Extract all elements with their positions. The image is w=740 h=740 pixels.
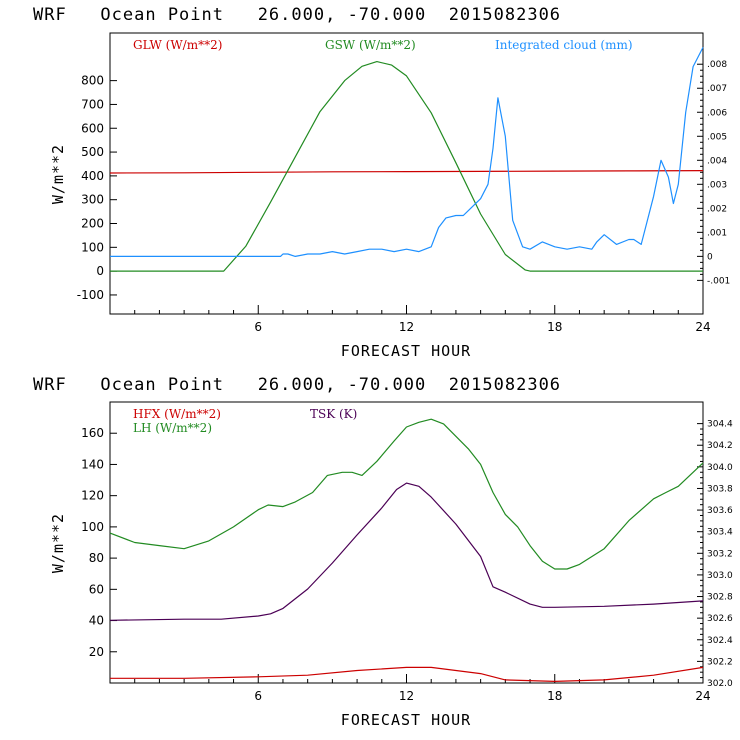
y2-tick-label: 303.8 xyxy=(707,484,733,494)
x-tick-label: 12 xyxy=(399,320,414,334)
bottom-y-axis: 20 40 60 80 100 120 140 160 xyxy=(81,426,117,659)
y2-tick-label: .004 xyxy=(707,156,727,166)
y-tick-label: 100 xyxy=(81,240,104,254)
y2-tick-label: 303.0 xyxy=(707,571,733,581)
y2-tick-label: .008 xyxy=(707,60,727,70)
y-tick-label: 120 xyxy=(81,489,104,503)
x-tick-label: 18 xyxy=(547,320,562,334)
x-tick-label: 12 xyxy=(399,689,414,703)
top-chart-panel: WRF Ocean Point 26.000, -70.000 20150823… xyxy=(33,5,730,360)
top-series-group xyxy=(109,47,704,272)
y2-tick-label: 302.4 xyxy=(707,636,733,646)
y-tick-label: 700 xyxy=(81,97,104,111)
top-x-axis: 6 12 18 24 xyxy=(134,305,711,334)
y-tick-label: 200 xyxy=(81,217,104,231)
y-tick-label: 160 xyxy=(81,426,104,440)
y-tick-label: 0 xyxy=(96,264,104,278)
series-line-lh xyxy=(109,418,704,570)
top-y-axis: -100 0 100 200 300 400 500 600 700 800 xyxy=(77,74,117,302)
y2-tick-label: -.001 xyxy=(707,276,730,286)
legend-lh: LH (W/m**2) xyxy=(133,421,212,435)
top-plot-frame xyxy=(109,32,704,315)
legend-integrated-cloud: Integrated cloud (mm) xyxy=(495,38,633,52)
series-line-gsw xyxy=(110,60,703,272)
x-tick-label: 6 xyxy=(254,689,262,703)
y2-tick-label: 303.6 xyxy=(707,506,733,516)
y2-tick-label: 303.2 xyxy=(707,549,733,559)
y2-tick-label: 302.6 xyxy=(707,614,733,624)
y-tick-label: 500 xyxy=(81,145,104,159)
y2-tick-label: .003 xyxy=(707,180,727,190)
bottom-x-axis-label: FORECAST HOUR xyxy=(341,711,471,729)
y-tick-label: 400 xyxy=(81,169,104,183)
y-tick-label: 140 xyxy=(81,457,104,471)
bottom-plot-frame xyxy=(109,401,704,684)
y2-tick-label: .006 xyxy=(707,108,727,118)
y-tick-label: 80 xyxy=(89,551,104,565)
y2-tick-label: 302.8 xyxy=(707,593,733,603)
y2-tick-label: .007 xyxy=(707,84,727,94)
y2-tick-label: .001 xyxy=(707,228,727,238)
legend-glw: GLW (W/m**2) xyxy=(133,38,222,52)
top-chart-title: WRF Ocean Point 26.000, -70.000 20150823… xyxy=(33,5,561,25)
y2-tick-label: .002 xyxy=(707,204,727,214)
legend-tsk: TSK (K) xyxy=(310,407,357,421)
top-y-axis-label: W/m**2 xyxy=(49,144,67,204)
series-line-glw xyxy=(109,170,704,174)
legend-hfx: HFX (W/m**2) xyxy=(133,407,221,421)
y-tick-label: 600 xyxy=(81,121,104,135)
y-tick-label: 60 xyxy=(89,582,104,596)
series-line-hfx xyxy=(110,666,704,683)
x-tick-label: 18 xyxy=(547,689,562,703)
y2-tick-label: 304.0 xyxy=(707,463,733,473)
y-tick-label: 20 xyxy=(89,645,104,659)
series-line-integrated xyxy=(110,47,704,257)
x-tick-label: 24 xyxy=(695,320,710,334)
legend-gsw: GSW (W/m**2) xyxy=(325,38,416,52)
bottom-chart-title: WRF Ocean Point 26.000, -70.000 20150823… xyxy=(33,375,561,395)
y2-tick-label: 0 xyxy=(707,252,713,262)
y2-tick-label: 302.2 xyxy=(707,657,733,667)
bottom-x-axis: 6 12 18 24 xyxy=(134,674,711,703)
y-tick-label: 300 xyxy=(81,193,104,207)
y-tick-label: 100 xyxy=(81,520,104,534)
y-tick-label: 800 xyxy=(81,74,104,88)
x-tick-label: 24 xyxy=(695,689,710,703)
x-tick-label: 6 xyxy=(254,320,262,334)
bottom-y-axis-label: W/m**2 xyxy=(49,513,67,573)
y-tick-label: -100 xyxy=(77,288,104,302)
bottom-chart-panel: WRF Ocean Point 26.000, -70.000 20150823… xyxy=(33,375,733,729)
series-line-tsk xyxy=(109,482,704,621)
y2-tick-label: 304.4 xyxy=(707,420,733,430)
bottom-series-group xyxy=(109,418,704,683)
y2-tick-label: .005 xyxy=(707,132,727,142)
y2-tick-label: 304.2 xyxy=(707,441,733,451)
y-tick-label: 40 xyxy=(89,614,104,628)
top-x-axis-label: FORECAST HOUR xyxy=(341,342,471,360)
y2-tick-label: 303.4 xyxy=(707,528,733,538)
bottom-secondary-y-axis: 302.0 302.2 302.4 302.6 302.8 303.0 303.2 303.4… xyxy=(697,420,733,689)
y2-tick-label: 302.0 xyxy=(707,679,733,689)
top-secondary-y-axis: -.001 0 .001 .002 .003 .004 .005 .006 .007 .008 xyxy=(697,60,730,286)
